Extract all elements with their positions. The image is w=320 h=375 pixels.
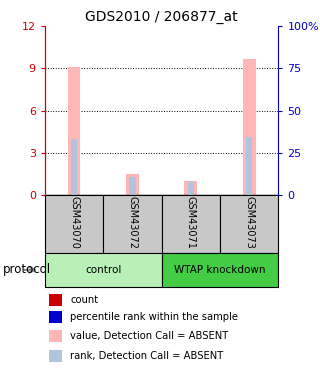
Bar	[45, 195, 103, 253]
Bar	[45, 253, 162, 287]
Text: control: control	[85, 265, 121, 275]
Text: WTAP knockdown: WTAP knockdown	[174, 265, 266, 275]
Bar	[71, 139, 77, 195]
Bar	[188, 182, 194, 195]
Bar	[50, 350, 62, 362]
Text: count: count	[70, 295, 99, 304]
Text: value, Detection Call = ABSENT: value, Detection Call = ABSENT	[70, 331, 229, 341]
Bar	[103, 195, 162, 253]
Bar	[162, 253, 278, 287]
Text: percentile rank within the sample: percentile rank within the sample	[70, 312, 238, 322]
Title: GDS2010 / 206877_at: GDS2010 / 206877_at	[85, 10, 238, 24]
Text: GSM43071: GSM43071	[186, 196, 196, 249]
Text: GSM43070: GSM43070	[69, 196, 79, 249]
Text: GSM43073: GSM43073	[244, 196, 254, 249]
Bar	[243, 58, 256, 195]
Text: GSM43072: GSM43072	[127, 196, 137, 249]
Bar	[246, 137, 252, 195]
Bar	[126, 174, 139, 195]
Bar	[50, 294, 62, 306]
Bar	[129, 177, 136, 195]
Text: rank, Detection Call = ABSENT: rank, Detection Call = ABSENT	[70, 351, 224, 361]
Bar	[162, 195, 220, 253]
Bar	[68, 67, 80, 195]
Text: protocol: protocol	[3, 263, 51, 276]
Bar	[220, 195, 278, 253]
Bar	[184, 181, 197, 195]
Bar	[50, 311, 62, 323]
Bar	[50, 330, 62, 342]
